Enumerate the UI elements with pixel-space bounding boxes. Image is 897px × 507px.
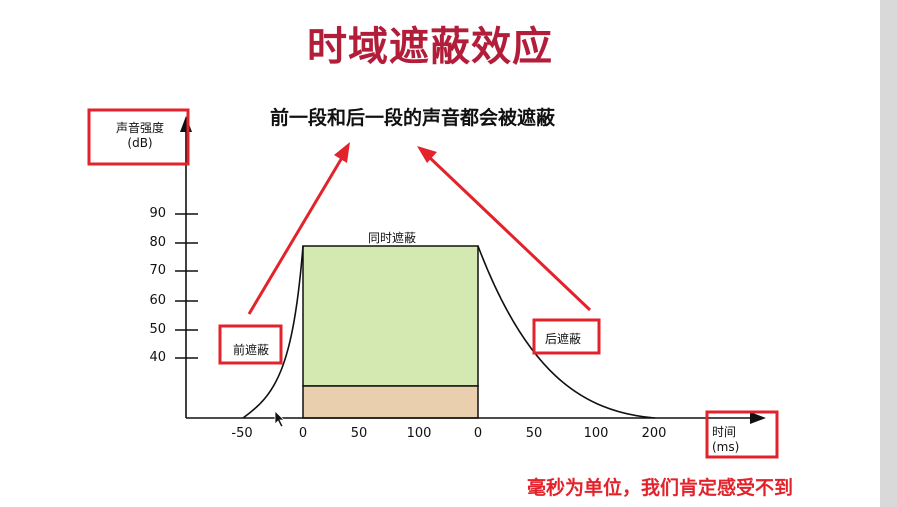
x-axis-arrow-icon: [750, 412, 766, 424]
x-tick-label: 100: [406, 426, 432, 441]
x-tick-label: 0: [473, 426, 483, 441]
pre-masking-arrow: [247, 155, 345, 315]
x-tick-label: -50: [231, 426, 253, 441]
post-masking-arrow: [426, 154, 592, 312]
x-axis-label-highlight: [705, 410, 779, 459]
simultaneous-masking-label: 同时遮蔽: [368, 231, 417, 245]
x-tick-label: 50: [350, 426, 368, 441]
y-axis-label: 声音强度 (dB): [115, 121, 164, 150]
x-tick-label: 0: [298, 426, 308, 441]
x-tick-label: 50: [525, 426, 543, 441]
base-masker-region: [302, 385, 479, 419]
post-masking-arrowhead-icon: [417, 146, 437, 163]
pre-masking-highlight: [218, 324, 283, 365]
post-masking-label: 后遮蔽: [545, 332, 582, 346]
y-tick-label: 80: [149, 235, 166, 250]
simultaneous-masking-region: [302, 245, 479, 387]
post-masking-highlight: [532, 318, 601, 355]
y-tick-label: 70: [149, 263, 166, 278]
right-edge-strip: [880, 0, 897, 507]
pre-masking-curve: [242, 245, 304, 419]
x-axis-label: 时间 (ms): [712, 425, 740, 454]
y-axis-label-highlight: [87, 108, 190, 166]
y-tick-label: 90: [149, 206, 166, 221]
post-masking-curve: [477, 245, 656, 419]
mouse-cursor-icon: [274, 410, 285, 428]
x-tick-label: 100: [583, 426, 609, 441]
x-tick-label: 200: [641, 426, 667, 441]
pre-masking-arrowhead-icon: [334, 142, 350, 163]
y-axis-arrow-icon: [180, 116, 192, 132]
slide-title: 时域遮蔽效应: [307, 24, 553, 70]
y-tick-label: 60: [149, 293, 166, 308]
slide-subtitle: 前一段和后一段的声音都会被遮蔽: [270, 107, 556, 129]
y-tick-label: 40: [149, 350, 166, 365]
y-tick-marks: [175, 213, 198, 359]
bottom-note: 毫秒为单位，我们肯定感受不到: [527, 477, 794, 499]
y-tick-label: 50: [149, 322, 166, 337]
pre-masking-label: 前遮蔽: [233, 343, 270, 357]
